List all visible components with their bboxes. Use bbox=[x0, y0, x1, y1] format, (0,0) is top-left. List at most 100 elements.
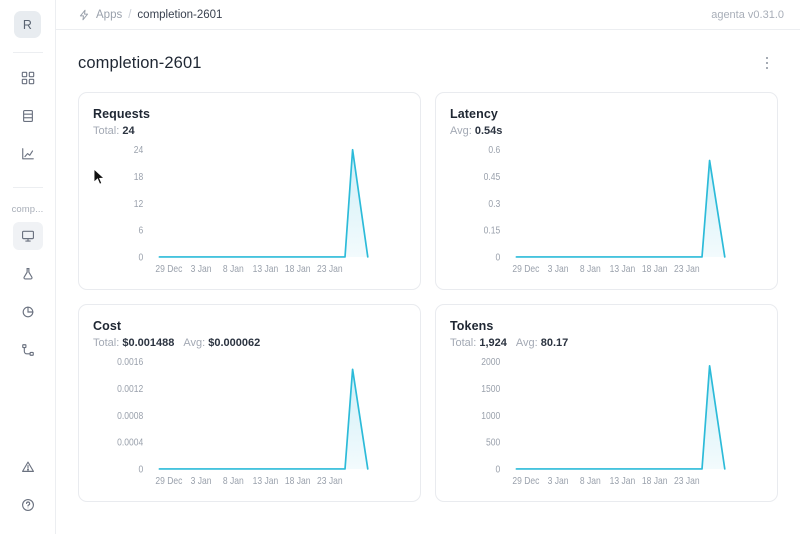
x-tick-label: 3 Jan bbox=[548, 264, 569, 275]
stat-value: 1,924 bbox=[479, 337, 507, 349]
series-area bbox=[516, 160, 725, 257]
sidebar-item-playground[interactable] bbox=[13, 260, 43, 288]
breadcrumb-separator: / bbox=[128, 8, 132, 21]
y-tick-label: 0.0012 bbox=[117, 383, 143, 394]
y-tick-label: 6 bbox=[139, 225, 144, 236]
x-tick-label: 3 Jan bbox=[191, 264, 212, 275]
sidebar-item-overview[interactable] bbox=[12, 222, 43, 250]
deployment-icon bbox=[21, 343, 35, 357]
metric-card-requests: Requests Total: 24 0 6 12 18 24 29 Dec 3 Jan 8 Ja… bbox=[78, 92, 421, 290]
stat-value: $0.001488 bbox=[122, 337, 175, 349]
card-title: Tokens bbox=[450, 319, 494, 333]
stat-item: Total: 1,924 bbox=[450, 337, 507, 349]
topbar: Apps / completion-2601 agenta v0.31.0 bbox=[56, 0, 800, 30]
x-tick-label: 13 Jan bbox=[253, 264, 279, 275]
series-area bbox=[159, 369, 368, 469]
stat-item: Avg: 0.54s bbox=[450, 125, 502, 137]
y-tick-label: 2000 bbox=[481, 357, 500, 368]
y-tick-label: 0.6 bbox=[488, 145, 500, 156]
x-tick-label: 8 Jan bbox=[223, 476, 244, 487]
x-tick-label: 29 Dec bbox=[155, 264, 182, 275]
x-tick-label: 8 Jan bbox=[580, 264, 601, 275]
x-tick-label: 23 Jan bbox=[317, 476, 343, 487]
x-tick-label: 18 Jan bbox=[285, 476, 311, 487]
y-tick-label: 0.0016 bbox=[117, 357, 143, 368]
sidebar: R bbox=[0, 0, 56, 534]
stat-value: 0.54s bbox=[474, 125, 503, 137]
y-tick-label: 0 bbox=[496, 464, 501, 475]
card-stats: Total: 1,924 Avg: 80.17 bbox=[450, 337, 763, 349]
card-title: Cost bbox=[93, 319, 122, 333]
series-line bbox=[516, 160, 724, 256]
breadcrumb-apps[interactable]: Apps bbox=[96, 8, 123, 21]
breadcrumb: Apps / completion-2601 bbox=[78, 9, 222, 21]
avatar-initial: R bbox=[22, 17, 33, 32]
x-tick-label: 18 Jan bbox=[285, 264, 311, 275]
sidebar-item-evaluations[interactable] bbox=[13, 140, 43, 168]
sidebar-group-label: comp... bbox=[11, 204, 44, 215]
sidebar-divider-group bbox=[12, 187, 43, 188]
stat-label: Total: bbox=[93, 125, 123, 137]
stat-label: Avg: bbox=[450, 125, 475, 137]
lightning-icon bbox=[78, 9, 90, 21]
stat-value: 80.17 bbox=[540, 337, 569, 349]
y-tick-label: 1500 bbox=[481, 383, 500, 394]
breadcrumb-current[interactable]: completion-2601 bbox=[137, 8, 223, 21]
sidebar-item-apps[interactable] bbox=[13, 64, 43, 92]
monitor-icon bbox=[21, 229, 35, 243]
chart-tokens[interactable]: 0 500 1000 1500 2000 29 Dec 3 Jan 8 Jan 13 Jan 18… bbox=[450, 353, 763, 493]
chart-requests[interactable]: 0 6 12 18 24 29 Dec 3 Jan 8 Jan 13 Jan 18 Jan 23 J… bbox=[93, 141, 406, 281]
grid-icon bbox=[21, 71, 35, 85]
x-tick-label: 13 Jan bbox=[610, 476, 636, 487]
series-area bbox=[159, 149, 368, 257]
sidebar-item-deployment[interactable] bbox=[13, 336, 43, 364]
flask-icon bbox=[21, 267, 35, 281]
x-tick-label: 23 Jan bbox=[317, 264, 343, 275]
x-tick-label: 8 Jan bbox=[580, 476, 601, 487]
stat-label: Avg: bbox=[183, 337, 209, 349]
x-tick-label: 18 Jan bbox=[642, 264, 668, 275]
sidebar-bottom bbox=[13, 448, 43, 534]
stat-item: Total: $0.001488 bbox=[93, 337, 174, 349]
app-version: agenta v0.31.0 bbox=[711, 8, 784, 21]
x-tick-label: 13 Jan bbox=[610, 264, 636, 275]
y-tick-label: 0 bbox=[139, 252, 144, 263]
card-stats: Total: $0.001488 Avg: $0.000062 bbox=[93, 337, 406, 349]
y-tick-label: 0.0004 bbox=[117, 437, 143, 448]
stat-item: Avg: $0.000062 bbox=[183, 337, 260, 349]
metric-card-tokens: Tokens Total: 1,924 Avg: 80.17 0 500 1000 1500… bbox=[435, 304, 778, 502]
y-tick-label: 0.3 bbox=[488, 198, 500, 209]
page-header: completion-2601 bbox=[56, 30, 800, 74]
x-tick-label: 29 Dec bbox=[512, 476, 539, 487]
database-icon bbox=[21, 109, 35, 123]
y-tick-label: 0.0008 bbox=[117, 410, 143, 421]
sidebar-item-testsets[interactable] bbox=[13, 102, 43, 130]
y-tick-label: 12 bbox=[134, 198, 143, 209]
y-tick-label: 0.45 bbox=[484, 171, 501, 182]
x-tick-label: 23 Jan bbox=[674, 476, 700, 487]
y-tick-label: 1000 bbox=[481, 410, 500, 421]
sidebar-item-alerts[interactable] bbox=[13, 453, 43, 481]
series-line bbox=[159, 150, 367, 257]
pie-chart-icon bbox=[21, 305, 35, 319]
x-tick-label: 8 Jan bbox=[223, 264, 244, 275]
sidebar-divider-top bbox=[12, 52, 43, 53]
stat-value: 24 bbox=[122, 125, 135, 137]
y-tick-label: 500 bbox=[486, 437, 500, 448]
x-tick-label: 3 Jan bbox=[548, 476, 569, 487]
warning-triangle-icon bbox=[21, 460, 35, 474]
chart-latency[interactable]: 0 0.15 0.3 0.45 0.6 29 Dec 3 Jan 8 Jan 13 Jan 18 … bbox=[450, 141, 763, 281]
card-title: Latency bbox=[450, 107, 498, 121]
kebab-menu-icon[interactable] bbox=[756, 52, 778, 74]
avatar[interactable]: R bbox=[14, 11, 41, 38]
sidebar-item-help[interactable] bbox=[13, 491, 43, 519]
chart-cost[interactable]: 0 0.0004 0.0008 0.0012 0.0016 29 Dec 3 Jan 8 Ja… bbox=[93, 353, 406, 493]
y-tick-label: 0 bbox=[496, 252, 501, 263]
metric-card-latency: Latency Avg: 0.54s 0 0.15 0.3 0.45 0.6 29 Dec 3 … bbox=[435, 92, 778, 290]
metrics-grid: Requests Total: 24 0 6 12 18 24 29 Dec 3 Jan 8 Ja… bbox=[56, 74, 800, 520]
sidebar-item-evaluations-2[interactable] bbox=[13, 298, 43, 326]
page-title: completion-2601 bbox=[78, 53, 202, 72]
stat-value: $0.000062 bbox=[208, 337, 261, 349]
stat-label: Avg: bbox=[515, 337, 541, 349]
